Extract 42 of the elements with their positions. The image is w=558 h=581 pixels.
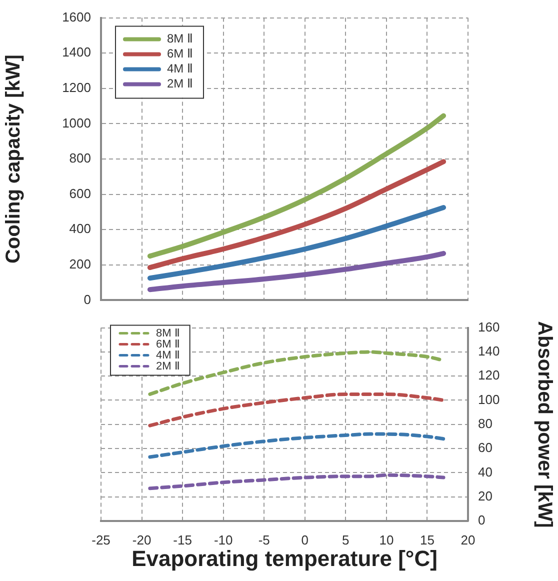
y-tick-label: 1200: [62, 80, 91, 95]
legend-label: 6M Ⅱ: [167, 46, 194, 61]
legend-label: 6M Ⅱ: [156, 338, 180, 350]
line-series: [148, 473, 446, 490]
legend-label: 4M Ⅱ: [167, 62, 194, 76]
y-axis-title: Cooling capacity [kW]: [2, 54, 25, 264]
y2-tick-label: 80: [478, 416, 492, 431]
y2-tick-label: 100: [478, 392, 500, 407]
x-tick-label: -10: [214, 532, 233, 548]
legend-label: 8M Ⅱ: [167, 32, 194, 46]
line-series: [148, 392, 446, 428]
y-tick-label: 200: [69, 256, 91, 272]
y-tick-label: 800: [69, 150, 91, 166]
x-tick-label: -15: [173, 532, 192, 548]
y-tick-label: 0: [84, 292, 91, 307]
y-tick-label: 1400: [62, 44, 91, 60]
y2-tick-label: 60: [478, 440, 492, 456]
y2-tick-label: 40: [478, 464, 492, 480]
legend-label: 2M Ⅱ: [167, 76, 194, 91]
legend-label: 4M Ⅱ: [156, 349, 180, 362]
y-tick-label: 1000: [62, 115, 91, 130]
y2-tick-label: 20: [478, 488, 492, 504]
y2-tick-label: 140: [478, 344, 500, 359]
line-series: [148, 432, 446, 459]
x-tick-label: 5: [342, 532, 350, 548]
y2-axis-title: Absorbed power [kW]: [533, 321, 556, 528]
legend-label: 8M Ⅱ: [156, 327, 180, 340]
x-tick-label: 0: [301, 532, 309, 548]
y-tick-label: 1600: [62, 9, 91, 24]
x-tick-label: -20: [132, 532, 152, 548]
y2-tick-label: 120: [478, 368, 500, 383]
x-tick-label: 15: [420, 532, 434, 548]
y-tick-label: 600: [69, 186, 91, 201]
y2-tick-label: 0: [478, 512, 486, 528]
x-tick-label: -25: [92, 532, 110, 548]
y2-tick-label: 160: [478, 319, 500, 334]
x-tick-label: 10: [379, 532, 394, 548]
y-tick-label: 400: [69, 221, 91, 236]
x-axis-title: Evaporating temperature [°C]: [132, 546, 438, 571]
legend-label: 2M Ⅱ: [156, 360, 180, 372]
x-tick-label: -5: [258, 532, 270, 548]
x-tick-label: 20: [460, 532, 476, 548]
